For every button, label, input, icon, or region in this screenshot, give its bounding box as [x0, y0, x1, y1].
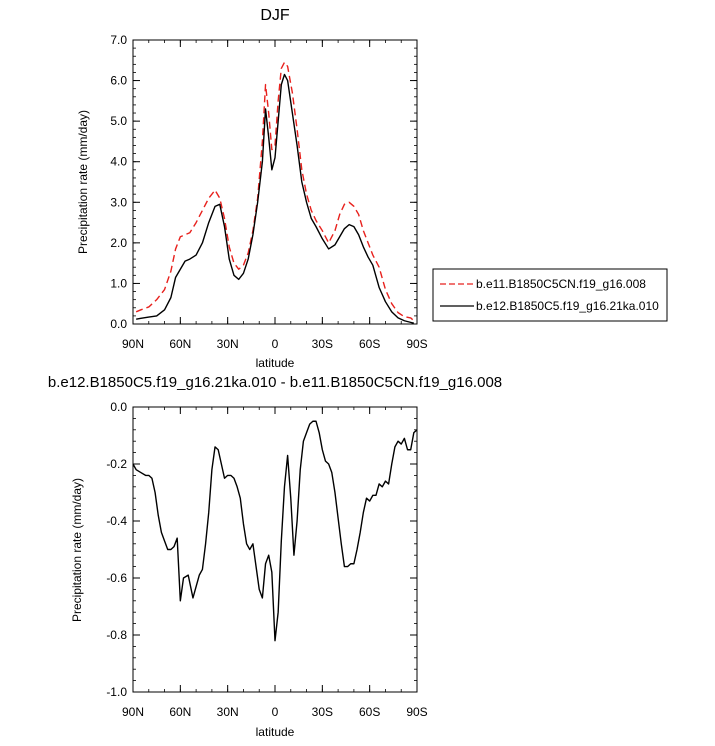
bottom-x-tick-label: 30S: [312, 705, 333, 719]
bottom-y-tick-label: -0.6: [106, 571, 127, 585]
bottom-x-tick-label: 60S: [359, 705, 380, 719]
bottom-x-axis-label: latitude: [256, 725, 295, 739]
top-series-line-2: [136, 73, 415, 324]
bottom-x-tick-label: 90S: [406, 705, 427, 719]
bottom-x-tick-label: 60N: [169, 705, 191, 719]
top-y-tick-label: 7.0: [110, 33, 127, 47]
top-y-tick-label: 6.0: [110, 74, 127, 88]
bottom-y-tick-label: 0.0: [110, 400, 127, 414]
top-x-tick-label: 0: [272, 337, 279, 351]
top-y-tick-label: 4.0: [110, 155, 127, 169]
bottom-y-tick-label: -0.8: [106, 628, 127, 642]
bottom-y-tick-label: -0.2: [106, 457, 127, 471]
top-x-tick-label: 90N: [122, 337, 144, 351]
legend-label-series-2: b.e12.B1850C5.f19_g16.21ka.010: [476, 299, 659, 313]
panel-top-chart: DJF 0.0 1.0 2.0 3.0 4.0 5.0 6.0 7.0 90N 60N 30N 0 3…: [76, 7, 428, 370]
bottom-x-tick-label: 90N: [122, 705, 144, 719]
top-x-tick-label: 60N: [169, 337, 191, 351]
bottom-y-tick-label: -1.0: [106, 685, 127, 699]
top-y-axis-label: Precipitation rate (mm/day): [76, 110, 90, 254]
top-y-tick-label: 5.0: [110, 114, 127, 128]
top-x-tick-label: 30N: [217, 337, 239, 351]
legend-box: [432, 268, 668, 322]
bottom-y-axis-label: Precipitation rate (mm/day): [70, 478, 84, 622]
bottom-plot-frame: [132, 406, 418, 693]
bottom-x-tick-label: 0: [272, 705, 279, 719]
bottom-chart-title: b.e12.B1850C5.f19_g16.21ka.010 - b.e11.B…: [48, 374, 502, 391]
bottom-y-tick-label: -0.4: [106, 514, 127, 528]
top-x-tick-label: 90S: [406, 337, 427, 351]
bottom-x-tick-label: 30N: [217, 705, 239, 719]
top-y-tick-label: 1.0: [110, 276, 127, 290]
top-y-tick-label: 2.0: [110, 236, 127, 250]
top-y-tick-label: 0.0: [110, 317, 127, 331]
top-chart-title: DJF: [260, 7, 290, 24]
panel-bottom-chart: b.e12.B1850C5.f19_g16.21ka.010 - b.e11.B…: [48, 374, 502, 739]
legend-label-series-1: b.e11.B1850C5CN.f19_g16.008: [476, 277, 646, 291]
top-plot-frame: [132, 39, 418, 325]
top-x-tick-label: 30S: [312, 337, 333, 351]
bottom-series-line-1: [132, 420, 418, 642]
legend: b.e11.B1850C5CN.f19_g16.008 b.e12.B1850C…: [432, 268, 668, 322]
top-y-tick-label: 3.0: [110, 195, 127, 209]
top-x-tick-label: 60S: [359, 337, 380, 351]
top-x-axis-label: latitude: [256, 356, 295, 370]
top-series-line-1: [135, 61, 415, 322]
